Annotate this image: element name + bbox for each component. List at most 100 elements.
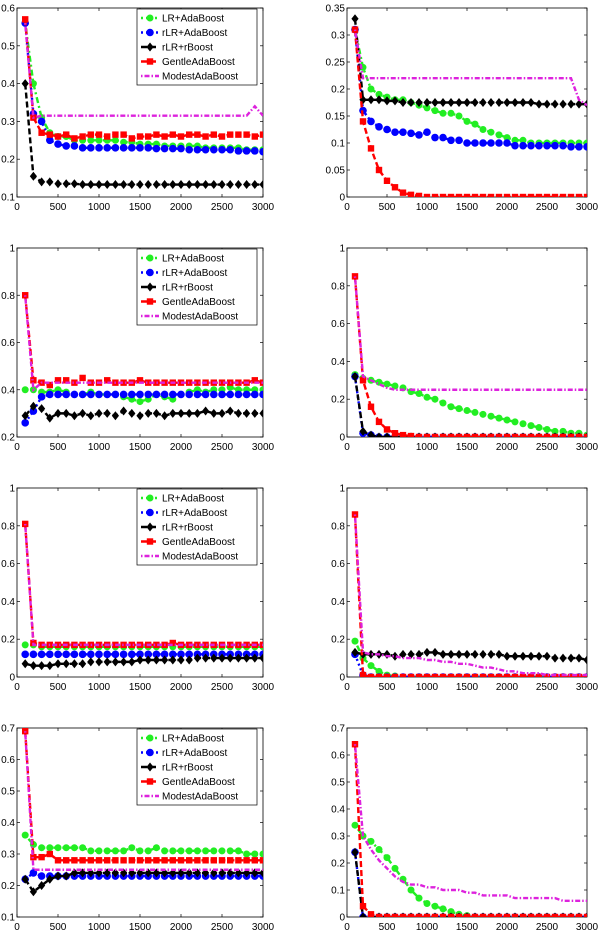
data-point bbox=[519, 420, 527, 428]
x-tick-label: 1500 bbox=[129, 682, 152, 693]
data-point bbox=[218, 145, 226, 154]
data-point bbox=[210, 408, 218, 418]
data-point bbox=[103, 144, 111, 152]
data-point bbox=[136, 847, 144, 855]
data-point bbox=[71, 379, 78, 386]
data-point bbox=[161, 133, 168, 140]
data-point bbox=[177, 408, 185, 418]
series-gentleadaboost bbox=[351, 26, 587, 197]
data-point bbox=[218, 133, 226, 140]
data-point bbox=[234, 653, 242, 663]
x-tick-label: 2000 bbox=[496, 682, 519, 693]
y-tick-label: 0.05 bbox=[326, 166, 346, 177]
y-tick-label: 0 bbox=[339, 913, 345, 924]
data-point bbox=[103, 408, 111, 418]
data-point bbox=[543, 651, 551, 661]
data-point bbox=[527, 433, 535, 437]
data-point bbox=[202, 653, 210, 663]
x-tick-label: 2000 bbox=[496, 442, 519, 453]
data-point bbox=[62, 390, 70, 399]
data-point bbox=[351, 14, 359, 24]
series-modestadaboost bbox=[353, 514, 587, 677]
data-point bbox=[218, 857, 226, 864]
series-line bbox=[24, 731, 263, 871]
data-point bbox=[543, 433, 551, 437]
legend-box bbox=[136, 488, 258, 566]
data-point bbox=[431, 673, 439, 677]
legend-marker bbox=[146, 282, 154, 292]
data-point bbox=[95, 144, 103, 152]
data-point bbox=[193, 145, 202, 154]
data-point bbox=[415, 433, 423, 437]
x-tick-label: 0 bbox=[14, 442, 20, 453]
x-tick-label: 500 bbox=[50, 922, 67, 930]
data-point bbox=[351, 821, 359, 829]
data-point bbox=[104, 377, 111, 384]
data-point bbox=[120, 180, 128, 190]
data-point bbox=[447, 109, 455, 117]
data-point bbox=[160, 650, 169, 659]
data-point bbox=[29, 171, 37, 181]
data-point bbox=[120, 131, 127, 138]
data-point bbox=[202, 857, 209, 864]
data-point bbox=[359, 912, 367, 917]
y-tick-label: 0 bbox=[339, 673, 345, 684]
axes-box bbox=[346, 487, 588, 678]
data-point bbox=[367, 662, 375, 670]
y-tick-label: 0.4 bbox=[1, 818, 15, 829]
data-point bbox=[383, 432, 391, 437]
data-point bbox=[243, 653, 251, 663]
data-point bbox=[54, 179, 62, 189]
data-point bbox=[567, 433, 575, 437]
data-point bbox=[567, 142, 575, 151]
y-tick-label: 0.1 bbox=[1, 913, 15, 924]
data-point bbox=[259, 641, 263, 649]
data-point bbox=[251, 408, 259, 418]
series-gentleadaboost bbox=[22, 728, 263, 864]
data-point bbox=[495, 913, 503, 917]
x-tick-label: 2000 bbox=[496, 922, 519, 930]
data-point bbox=[383, 177, 391, 184]
data-point bbox=[439, 193, 447, 197]
data-point bbox=[193, 180, 201, 190]
data-point bbox=[415, 673, 423, 677]
x-tick-label: 1500 bbox=[129, 202, 152, 213]
data-point bbox=[439, 913, 447, 917]
data-point bbox=[447, 673, 455, 677]
data-point bbox=[54, 641, 62, 649]
data-point bbox=[243, 131, 250, 138]
data-point bbox=[375, 418, 383, 426]
series-line bbox=[25, 643, 263, 648]
data-point bbox=[177, 133, 185, 140]
data-point bbox=[463, 649, 471, 659]
data-point bbox=[471, 408, 479, 416]
legend-label: ModestAdaBoost bbox=[162, 72, 238, 83]
data-point bbox=[511, 418, 519, 426]
y-tick-label: 0 bbox=[9, 673, 15, 684]
chart-panel-1: 0 500 1000 1500 2000 2500 3000 0.1 0.2 0.3 0.4 0.5 0… bbox=[1, 4, 274, 214]
data-point bbox=[177, 847, 185, 855]
data-point bbox=[62, 659, 70, 669]
data-point bbox=[87, 857, 94, 864]
legend-label: GentleAdaBoost bbox=[162, 297, 235, 308]
y-tick-label: 0.8 bbox=[1, 291, 15, 302]
data-point bbox=[169, 408, 177, 418]
data-point bbox=[503, 98, 511, 107]
data-point bbox=[455, 673, 463, 677]
legend-label: rLR+AdaBoost bbox=[162, 748, 228, 759]
data-point bbox=[407, 886, 415, 894]
data-point bbox=[583, 193, 587, 197]
legend-label: rLR+AdaBoost bbox=[162, 268, 228, 279]
y-tick-label: 0.2 bbox=[331, 395, 345, 406]
data-point bbox=[551, 433, 559, 437]
data-point bbox=[161, 655, 169, 665]
data-point bbox=[144, 650, 152, 659]
data-point bbox=[79, 641, 86, 649]
data-point bbox=[407, 432, 415, 437]
data-point bbox=[423, 900, 431, 907]
data-point bbox=[95, 136, 103, 144]
x-tick-label: 1000 bbox=[88, 682, 111, 693]
data-point bbox=[527, 98, 535, 107]
x-tick-label: 1500 bbox=[456, 202, 479, 213]
data-point bbox=[128, 650, 136, 659]
